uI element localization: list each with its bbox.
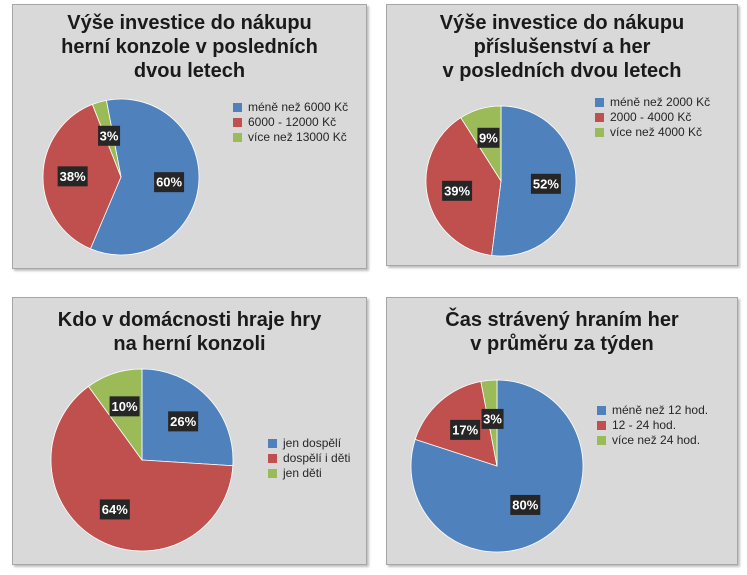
slice-data-label: 39% — [442, 180, 473, 201]
chart-title-line: na herní konzoli — [113, 333, 266, 355]
legend-label: méně než 2000 Kč — [610, 95, 711, 109]
legend-label: více než 13000 Kč — [248, 130, 347, 144]
legend-swatch-red — [268, 454, 277, 463]
legend-item: více než 13000 Kč — [233, 130, 348, 145]
chart-title: Výše investice do nákupu herní konzole v… — [13, 11, 366, 83]
slice-data-label: 3% — [98, 125, 121, 146]
slice-data-label: 9% — [477, 127, 500, 148]
legend-swatch-green — [595, 128, 604, 137]
data-label-text: 26% — [170, 414, 196, 429]
legend-label: 12 - 24 hod. — [612, 418, 677, 432]
legend-label: 2000 - 4000 Kč — [610, 110, 692, 124]
legend-item: méně než 6000 Kč — [233, 100, 348, 115]
data-label-bg — [510, 494, 541, 515]
legend-swatch-blue — [595, 98, 604, 107]
chart-title-line: dvou letech — [133, 60, 246, 82]
data-label-text: 80% — [512, 497, 538, 512]
chart-title-line: příslušenství a her — [473, 36, 651, 58]
legend-label: jen dospělí — [283, 436, 342, 450]
legend-item: 6000 - 12000 Kč — [233, 115, 348, 130]
data-label-text: 3% — [100, 128, 119, 143]
chart-legend: jen dospělí dospělí i děti jen děti — [268, 436, 350, 481]
data-label-bg — [57, 166, 88, 187]
legend-swatch-green — [233, 133, 242, 142]
legend-swatch-red — [595, 113, 604, 122]
legend-item: 12 - 24 hod. — [597, 418, 708, 433]
chart-legend: méně než 2000 Kč 2000 - 4000 Kč více než… — [595, 95, 710, 140]
legend-swatch-blue — [233, 103, 242, 112]
chart-title-line: Výše investice do nákupu — [439, 12, 685, 34]
legend-item: méně než 12 hod. — [597, 403, 708, 418]
legend-label: méně než 6000 Kč — [248, 100, 349, 114]
data-label-bg — [442, 180, 473, 201]
data-label-bg — [168, 411, 199, 432]
data-label-text: 3% — [483, 411, 502, 426]
legend-item: méně než 2000 Kč — [595, 95, 710, 110]
data-label-text: 9% — [479, 130, 498, 145]
data-label-bg — [98, 125, 121, 146]
data-label-text: 60% — [156, 175, 182, 190]
legend-label: dospělí i děti — [283, 451, 351, 465]
data-label-text: 17% — [452, 422, 478, 437]
data-label-text: 38% — [60, 169, 86, 184]
data-label-bg — [530, 173, 561, 194]
chart-title-line: Kdo v domácnosti hraje hry — [57, 309, 322, 331]
legend-swatch-blue — [268, 439, 277, 448]
chart-legend: méně než 12 hod. 12 - 24 hod. více než 2… — [597, 403, 708, 448]
pie-chart-2: 52% 39% 9% — [425, 105, 577, 257]
legend-item: více než 24 hod. — [597, 433, 708, 448]
pie-chart-1: 60% 38% 3% — [42, 98, 200, 256]
legend-swatch-green — [597, 436, 606, 445]
slice-data-label: 52% — [530, 173, 561, 194]
data-label-bg — [450, 419, 481, 440]
chart-title: Čas strávený hraním her v průměru za týd… — [387, 308, 737, 356]
legend-item: jen dospělí — [268, 436, 350, 451]
chart-legend: méně než 6000 Kč 6000 - 12000 Kč více ne… — [233, 100, 348, 145]
slice-data-label: 3% — [481, 408, 504, 429]
legend-item: dospělí i děti — [268, 451, 350, 466]
legend-item: 2000 - 4000 Kč — [595, 110, 710, 125]
chart-title: Výše investice do nákupu příslušenství a… — [387, 11, 737, 83]
data-label-text: 52% — [533, 176, 559, 191]
legend-label: 6000 - 12000 Kč — [248, 115, 337, 129]
chart-panel-4: Čas strávený hraním her v průměru za týd… — [386, 297, 738, 565]
data-label-text: 39% — [444, 183, 470, 198]
legend-item: více než 4000 Kč — [595, 125, 710, 140]
chart-panel-3: Kdo v domácnosti hraje hry na herní konz… — [12, 297, 367, 565]
data-label-bg — [481, 408, 504, 429]
slice-data-label: 26% — [168, 411, 199, 432]
legend-item: jen děti — [268, 466, 350, 481]
legend-label: více než 24 hod. — [612, 433, 701, 447]
slice-data-label: 38% — [57, 166, 88, 187]
legend-swatch-red — [597, 421, 606, 430]
chart-title-line: Čas strávený hraním her — [445, 309, 679, 331]
legend-swatch-blue — [597, 406, 606, 415]
data-label-bg — [154, 172, 185, 193]
chart-title: Kdo v domácnosti hraje hry na herní konz… — [13, 308, 366, 356]
legend-label: méně než 12 hod. — [612, 403, 709, 417]
chart-panel-1: Výše investice do nákupu herní konzole v… — [12, 4, 367, 269]
data-label-text: 10% — [112, 399, 138, 414]
slice-data-label: 60% — [154, 172, 185, 193]
slice-data-label: 17% — [450, 419, 481, 440]
legend-label: jen děti — [283, 466, 322, 480]
slice-data-label: 10% — [109, 396, 140, 417]
chart-title-line: v průměru za týden — [470, 333, 654, 355]
pie-chart-4: 80% 17% 3% — [410, 379, 584, 553]
pie-chart-3: 26% 64% 10% — [50, 368, 234, 552]
chart-title-line: Výše investice do nákupu — [67, 12, 312, 34]
data-label-text: 64% — [102, 502, 128, 517]
chart-title-line: herní konzole v posledních — [61, 36, 318, 58]
slice-data-label: 80% — [510, 494, 541, 515]
chart-title-line: v posledních dvou letech — [442, 60, 682, 82]
pie-slice-2 — [50, 385, 234, 552]
slice-data-label: 64% — [99, 499, 130, 520]
data-label-bg — [99, 499, 130, 520]
chart-panel-2: Výše investice do nákupu příslušenství a… — [386, 4, 738, 266]
legend-label: více než 4000 Kč — [610, 125, 703, 139]
legend-swatch-green — [268, 469, 277, 478]
data-label-bg — [109, 396, 140, 417]
data-label-bg — [477, 127, 500, 148]
legend-swatch-red — [233, 118, 242, 127]
